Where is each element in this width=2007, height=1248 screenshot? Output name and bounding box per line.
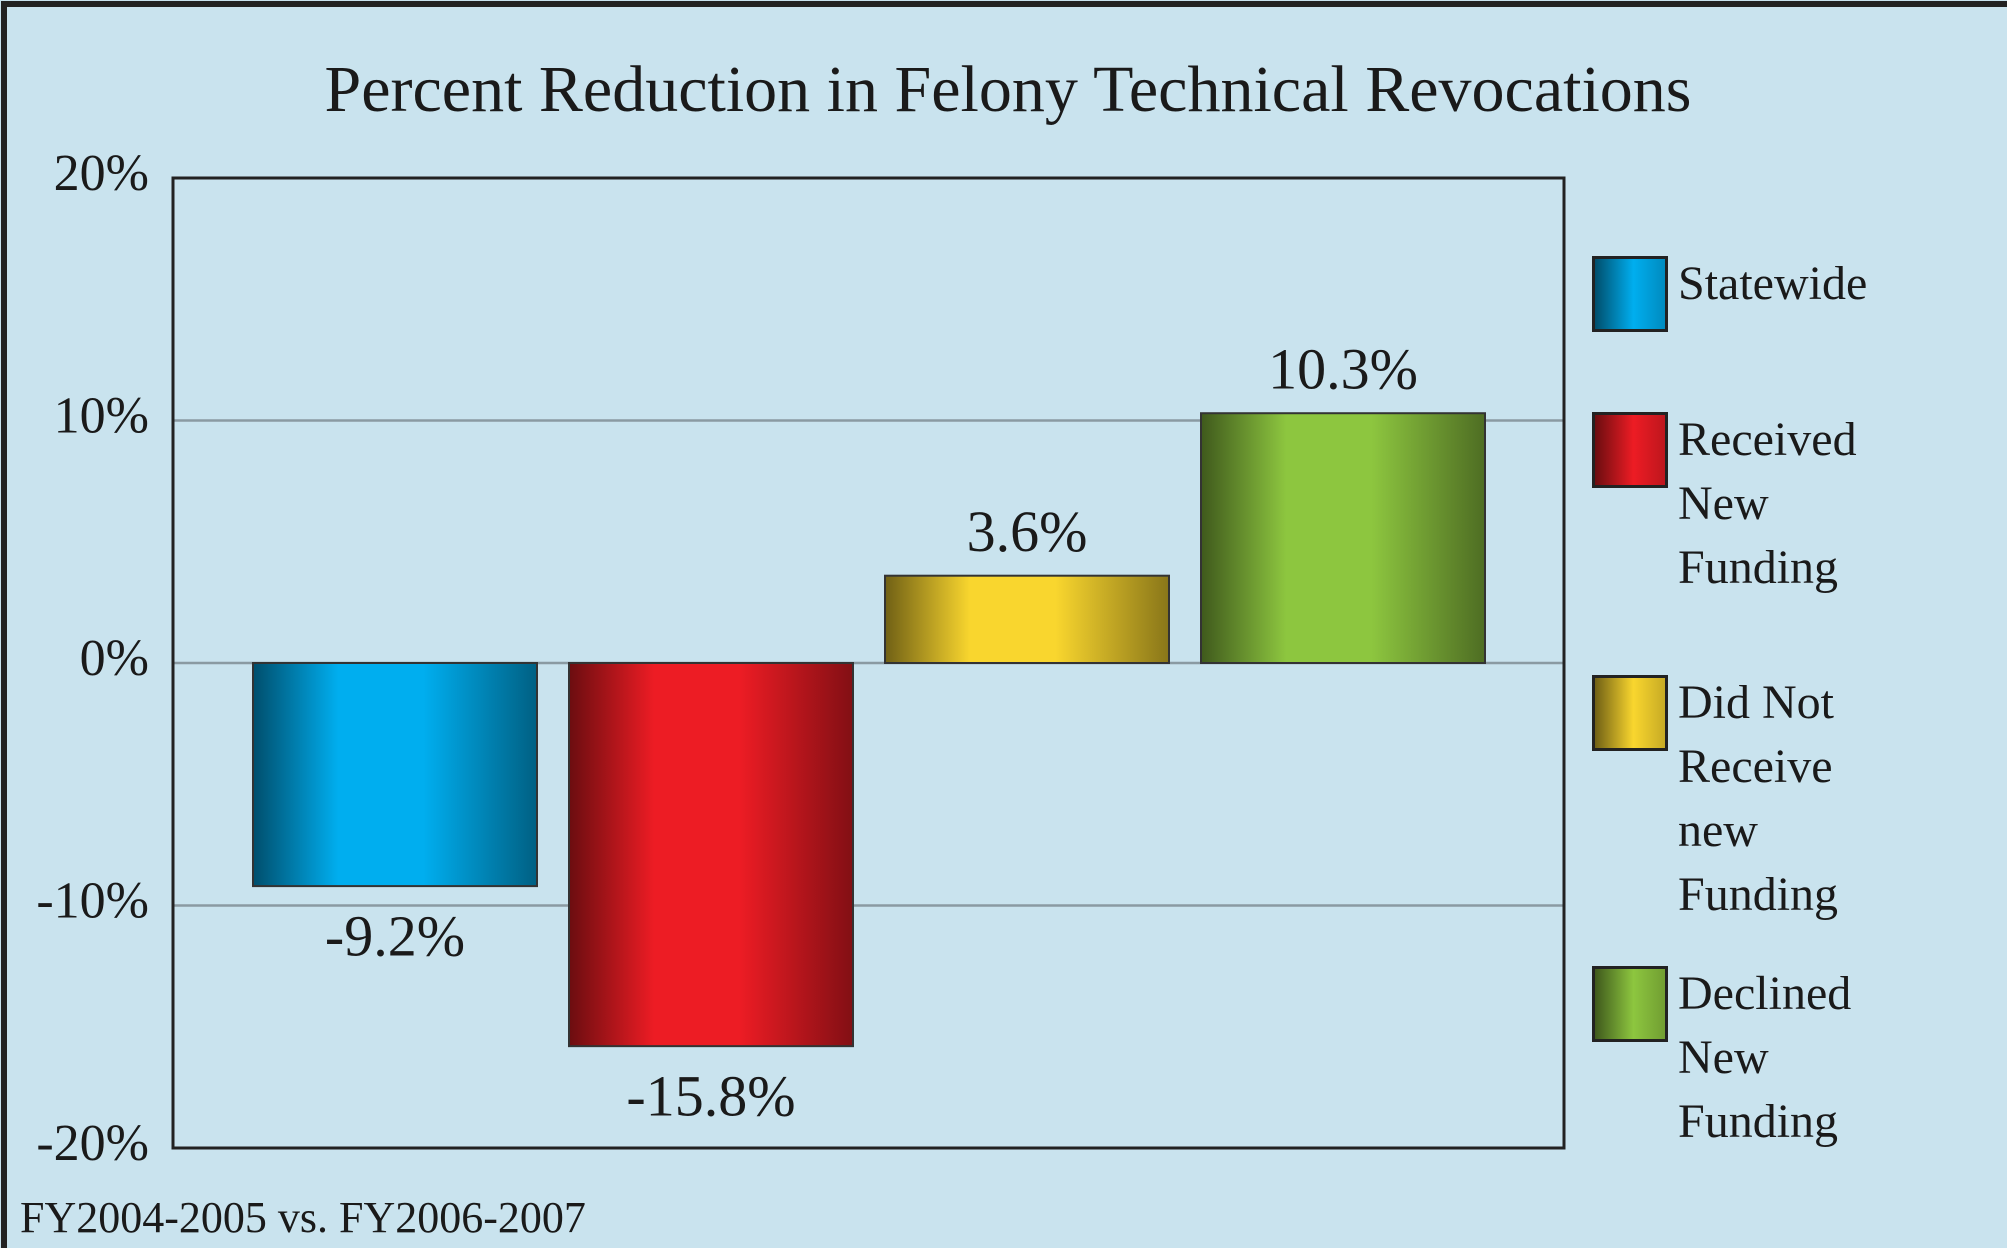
legend-item: Received New Funding xyxy=(1592,412,1878,600)
legend-swatch xyxy=(1592,412,1668,488)
legend-item: Did Not Receive new Funding xyxy=(1592,675,1878,927)
y-tick-label: 0% xyxy=(80,630,149,687)
legend-swatch xyxy=(1592,256,1668,332)
bar xyxy=(568,662,854,1048)
y-tick-label: -20% xyxy=(36,1115,149,1172)
subtitle: FY2004-2005 vs. FY2006-2007 xyxy=(20,1193,586,1242)
y-tick-label: 20% xyxy=(54,145,149,202)
chart-title: Percent Reduction in Felony Technical Re… xyxy=(325,53,1692,126)
bar xyxy=(1200,412,1486,664)
legend-item: Statewide xyxy=(1592,256,1878,332)
legend-label: Statewide xyxy=(1678,257,1868,310)
legend-label: Declined New Funding xyxy=(1678,967,1852,1148)
y-tick-label: 10% xyxy=(54,387,149,444)
plot-frame xyxy=(171,176,1566,1150)
legend-item: Declined New Funding xyxy=(1592,966,1878,1154)
legend-swatch xyxy=(1592,966,1668,1042)
legend-swatch xyxy=(1592,675,1668,751)
value-label: 3.6% xyxy=(967,499,1088,564)
legend-label: Did Not Receive new Funding xyxy=(1678,676,1839,921)
bar xyxy=(252,662,538,888)
value-label: 10.3% xyxy=(1268,337,1418,402)
legend-label: Received New Funding xyxy=(1678,413,1857,594)
y-tick-label: -10% xyxy=(36,872,149,929)
value-label: -9.2% xyxy=(325,903,465,968)
bar xyxy=(884,574,1170,665)
value-label: -15.8% xyxy=(626,1063,795,1128)
